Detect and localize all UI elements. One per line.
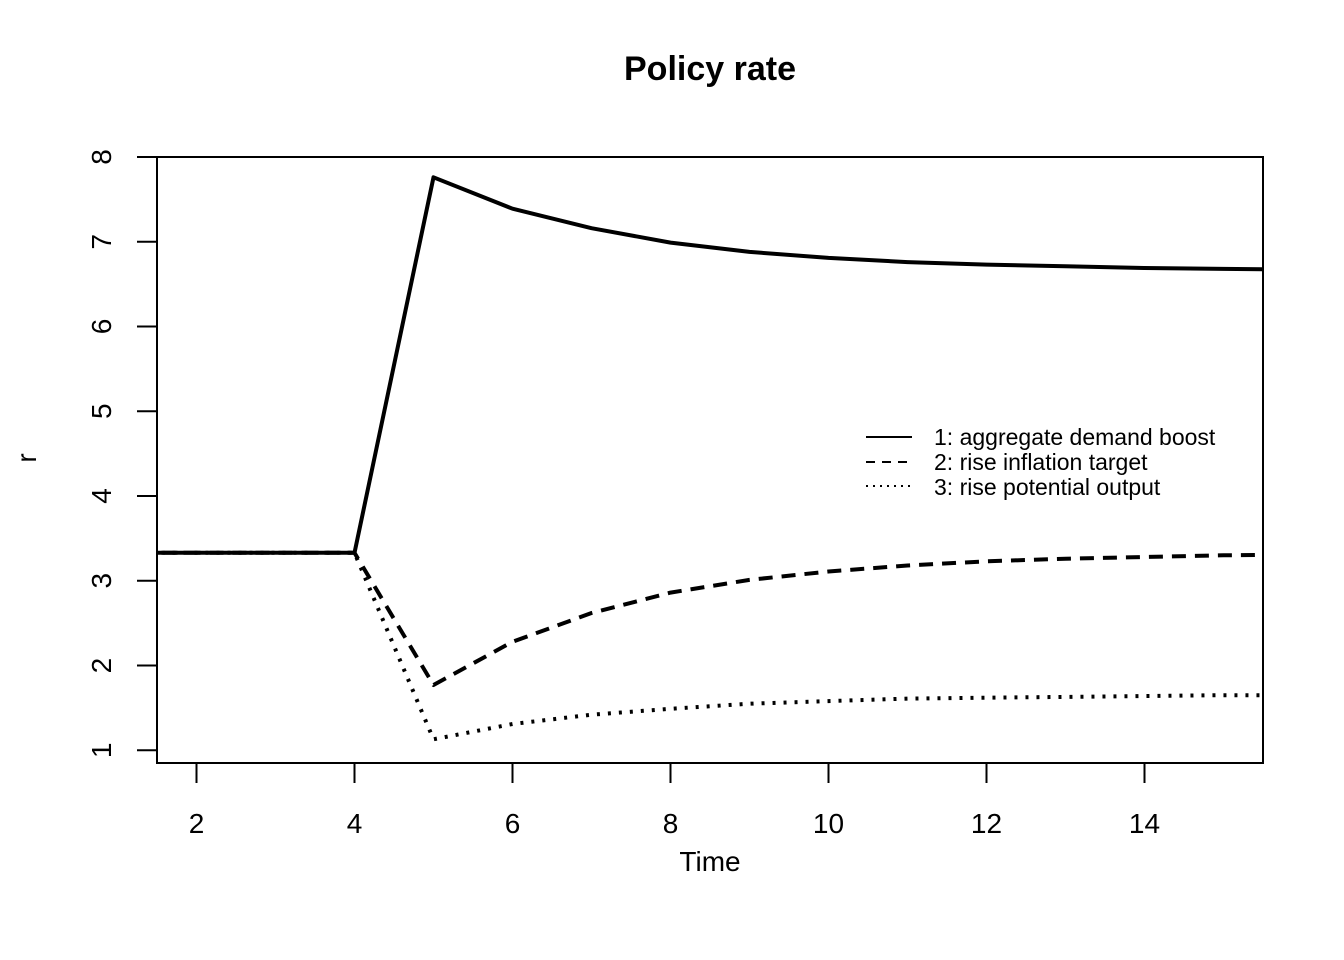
legend-label-rise-potential-output: 3: rise potential output [934,474,1161,500]
series-line-2 [157,550,1263,687]
y-tick-label-8: 8 [86,149,117,165]
legend: 1: aggregate demand boost 2: rise inflat… [866,424,1216,500]
y-axis-label: r [11,453,42,462]
y-tick-label-6: 6 [86,319,117,335]
x-tick-label-12: 12 [971,808,1002,839]
x-tick-label-10: 10 [813,808,844,839]
x-axis-label: Time [679,846,740,877]
y-tick-label-4: 4 [86,488,117,504]
plot-frame [156,156,1264,764]
y-axis: 1 2 3 4 5 6 7 8 [86,149,157,758]
y-tick-label-5: 5 [86,403,117,419]
chart-title: Policy rate [624,50,796,88]
y-tick-label-3: 3 [86,573,117,589]
x-tick-label-4: 4 [347,808,363,839]
x-tick-label-2: 2 [189,808,205,839]
legend-label-aggregate-demand-boost: 1: aggregate demand boost [934,424,1216,450]
x-tick-label-14: 14 [1129,808,1160,839]
series-line-3 [157,550,1263,742]
series-group [157,175,1263,742]
x-tick-label-6: 6 [505,808,521,839]
y-tick-label-1: 1 [86,742,117,758]
y-tick-label-7: 7 [86,234,117,250]
x-axis: 2 4 6 8 10 12 14 [189,763,1160,839]
legend-label-rise-inflation-target: 2: rise inflation target [934,449,1148,475]
x-tick-label-8: 8 [663,808,679,839]
y-tick-label-2: 2 [86,658,117,674]
